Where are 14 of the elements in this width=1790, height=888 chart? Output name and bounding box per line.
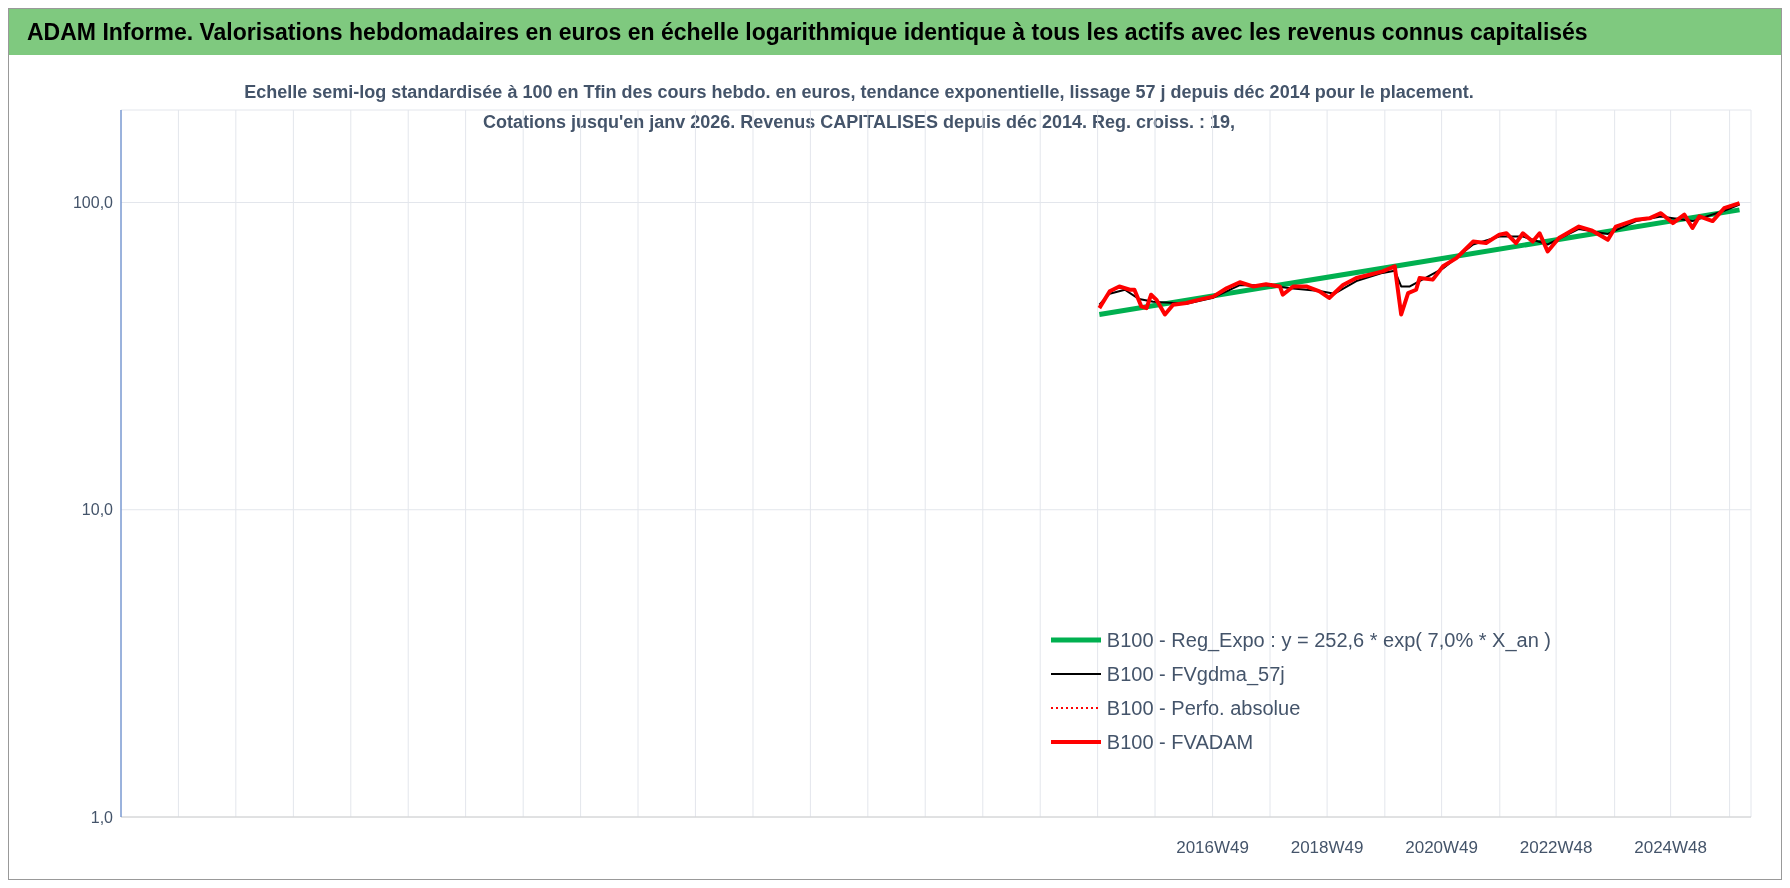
x-tick-label: 2024W48 — [1634, 838, 1708, 858]
y-tick-label: 10,0 — [81, 501, 114, 519]
chart-title: ADAM Informe. Valorisations hebdomadaires en euros en échelle logarithmique identique à tous les actifs avec les revenus connus capitalisés — [9, 9, 1781, 55]
x-tick-label: 2022W48 — [1519, 838, 1593, 858]
x-tick-label: 2018W49 — [1290, 838, 1364, 858]
chart-subtitle: Echelle semi-log standardisée à 100 en Tfin des cours hebdo. en euros, tendance exponentielle, lissage 57 j depuis déc 2014 pour le placement. Cotations jusqu'en janv 2026. Revenus CAPITALISES depuis déc 2014. Reg. croiss. : 19, — [243, 81, 1475, 134]
legend-label: B100 - FVADAM — [1106, 730, 1254, 754]
legend-label: B100 - FVgdma_57j — [1106, 662, 1285, 686]
legend-label: B100 - Perfo. absolue — [1106, 696, 1301, 720]
x-tick-label: 2020W49 — [1405, 838, 1478, 858]
y-tick-label: 100,0 — [72, 194, 114, 212]
x-tick-label: 2016W49 — [1176, 838, 1249, 858]
y-tick-label: 1,0 — [90, 808, 114, 826]
legend-label: B100 - Reg_Expo : y = 252,6 * exp( 7,0% * X_an ) — [1106, 628, 1551, 652]
